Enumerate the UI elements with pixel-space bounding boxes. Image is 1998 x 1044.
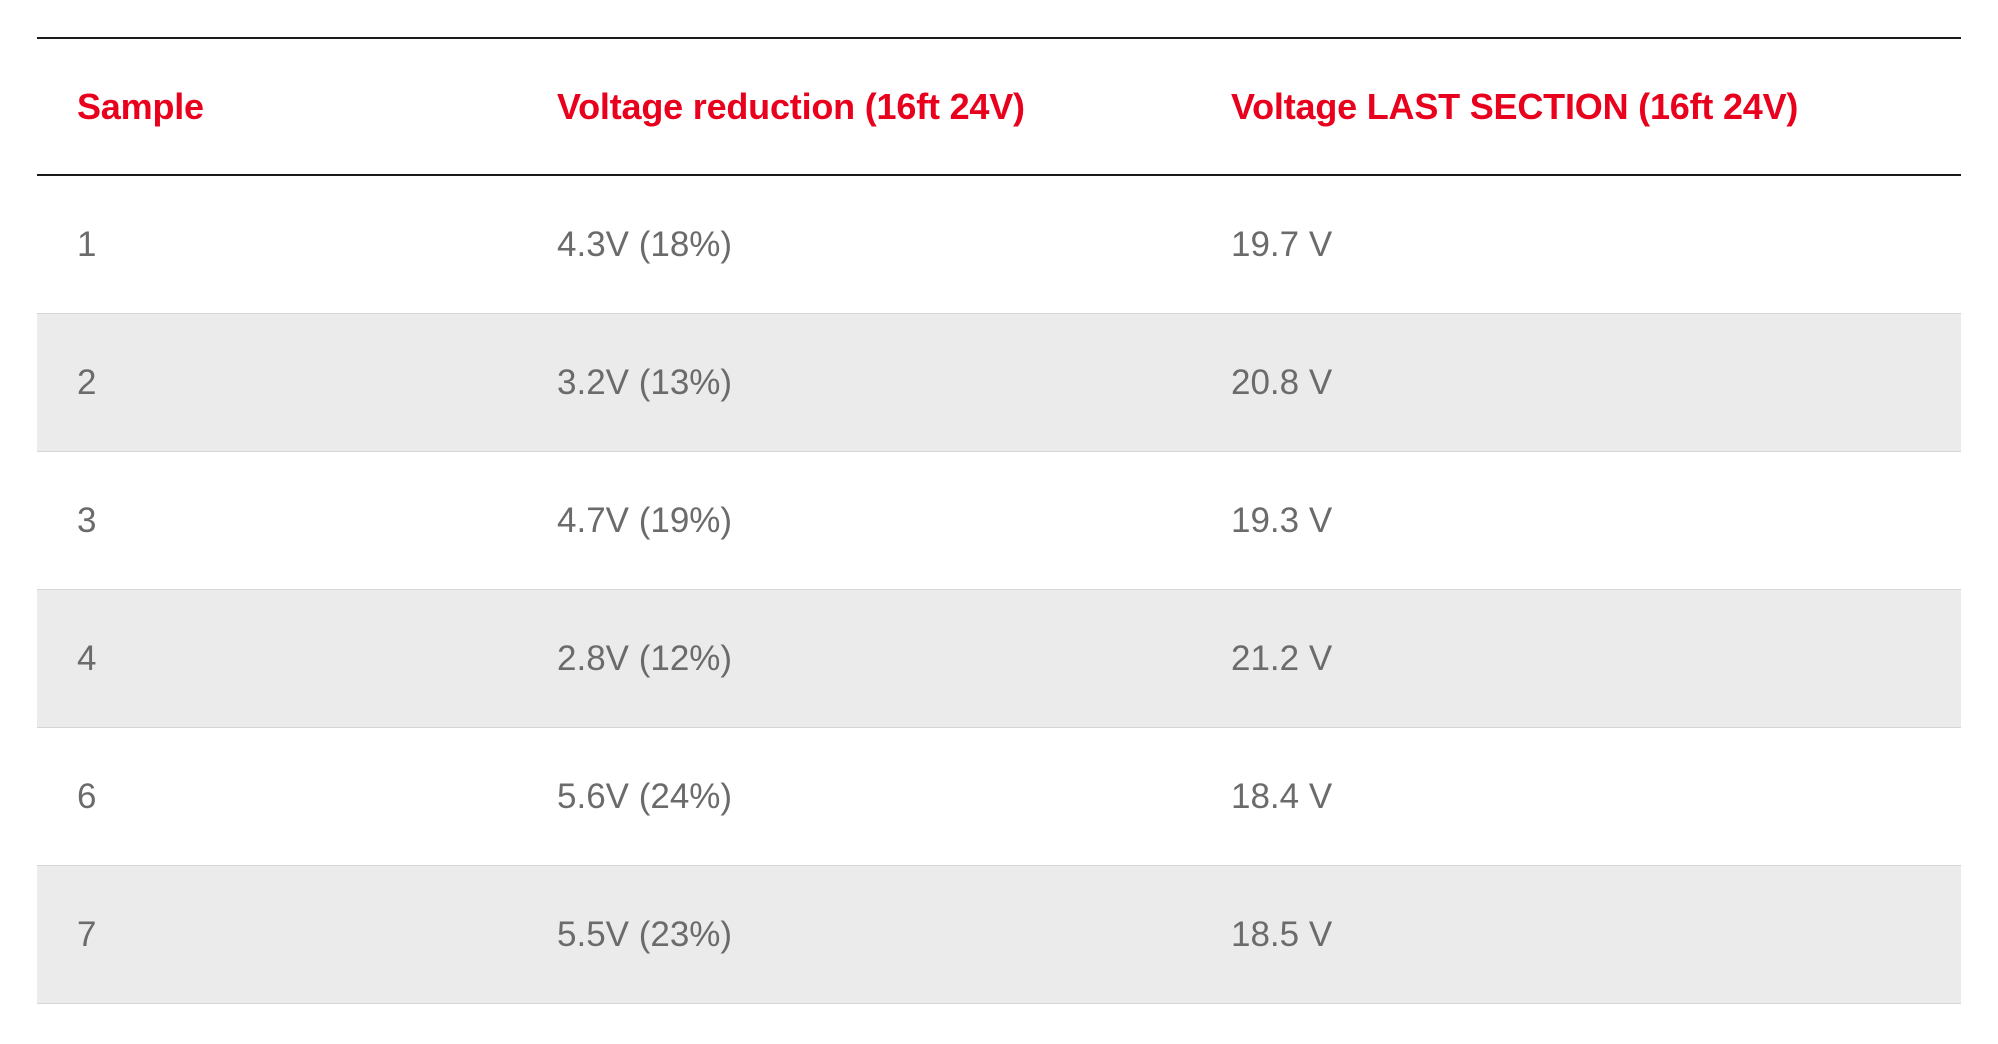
cell-voltage-reduction: 4.7V (19%) [557,500,733,540]
cell-sample: 3 [77,500,97,540]
cell-voltage-reduction: 5.6V (24%) [557,776,733,816]
cell-voltage-last-section: 20.8 V [1231,362,1333,402]
table-row: 7 5.5V (23%) 18.5 V [37,865,1961,1004]
cell-voltage-reduction: 5.5V (23%) [557,914,733,954]
column-header-voltage-last-section: Voltage LAST SECTION (16ft 24V) [1231,85,1799,127]
table-row: 3 4.7V (19%) 19.3 V [37,452,1961,590]
cell-sample: 7 [77,914,97,954]
cell-voltage-reduction: 2.8V (12%) [557,638,733,678]
table-header: Sample Voltage reduction (16ft 24V) Volt… [37,38,1961,175]
cell-sample: 1 [77,224,97,264]
cell-sample: 2 [77,362,97,402]
cell-voltage-last-section: 19.3 V [1231,500,1333,540]
table-body: 1 4.3V (18%) 19.7 V 2 3.2V (13%) 20.8 V … [37,175,1961,1004]
voltage-table-container: Sample Voltage reduction (16ft 24V) Volt… [37,37,1961,1004]
cell-sample: 4 [77,638,97,678]
cell-voltage-reduction: 3.2V (13%) [557,362,733,402]
cell-voltage-last-section: 19.7 V [1231,224,1333,264]
cell-voltage-last-section: 21.2 V [1231,638,1333,678]
table-row: 4 2.8V (12%) 21.2 V [37,589,1961,728]
cell-voltage-last-section: 18.5 V [1231,914,1333,954]
header-row: Sample Voltage reduction (16ft 24V) Volt… [37,38,1961,175]
voltage-table: Sample Voltage reduction (16ft 24V) Volt… [37,37,1961,1004]
cell-sample: 6 [77,776,97,816]
column-header-voltage-reduction: Voltage reduction (16ft 24V) [557,85,1025,127]
column-header-sample: Sample [77,85,204,127]
table-row: 2 3.2V (13%) 20.8 V [37,313,1961,452]
cell-voltage-reduction: 4.3V (18%) [557,224,733,264]
table-row: 6 5.6V (24%) 18.4 V [37,728,1961,866]
table-row: 1 4.3V (18%) 19.7 V [37,175,1961,314]
cell-voltage-last-section: 18.4 V [1231,776,1333,816]
